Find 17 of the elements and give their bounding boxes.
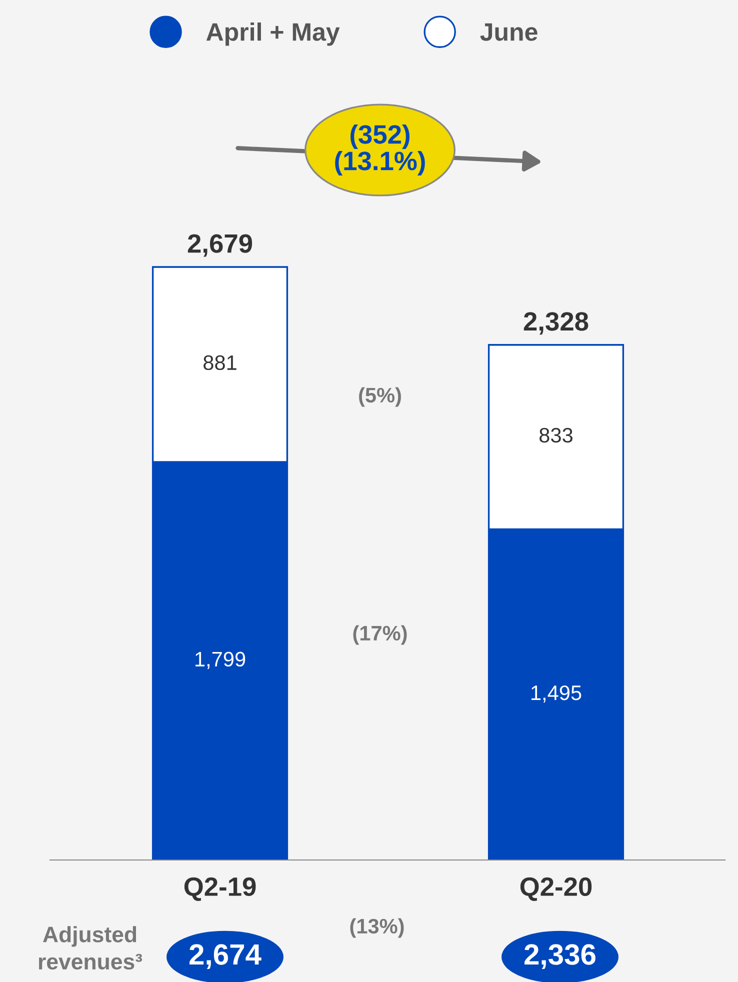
x-tick-label: Q2-19 xyxy=(184,877,256,901)
text: (13%) xyxy=(350,918,404,938)
data-label: 1,799 xyxy=(196,652,246,670)
legend-label: June xyxy=(480,23,538,41)
text: 2,674 xyxy=(190,944,262,970)
data-label: 833 xyxy=(540,428,572,443)
annotation: (5%) xyxy=(359,387,401,407)
data-label: 1,495 xyxy=(532,685,582,703)
text: 2,336 xyxy=(524,944,596,970)
total-label: 2,679 xyxy=(188,234,252,257)
text: Adjusted revenues³ xyxy=(38,926,142,970)
text: (352) (13.1%) xyxy=(335,124,425,176)
total-label: 2,328 xyxy=(524,312,588,335)
annotation: (17%) xyxy=(353,625,407,645)
data-label: 881 xyxy=(204,355,236,370)
x-tick-label: Q2-20 xyxy=(520,877,592,901)
legend-label: April + May xyxy=(206,22,340,46)
